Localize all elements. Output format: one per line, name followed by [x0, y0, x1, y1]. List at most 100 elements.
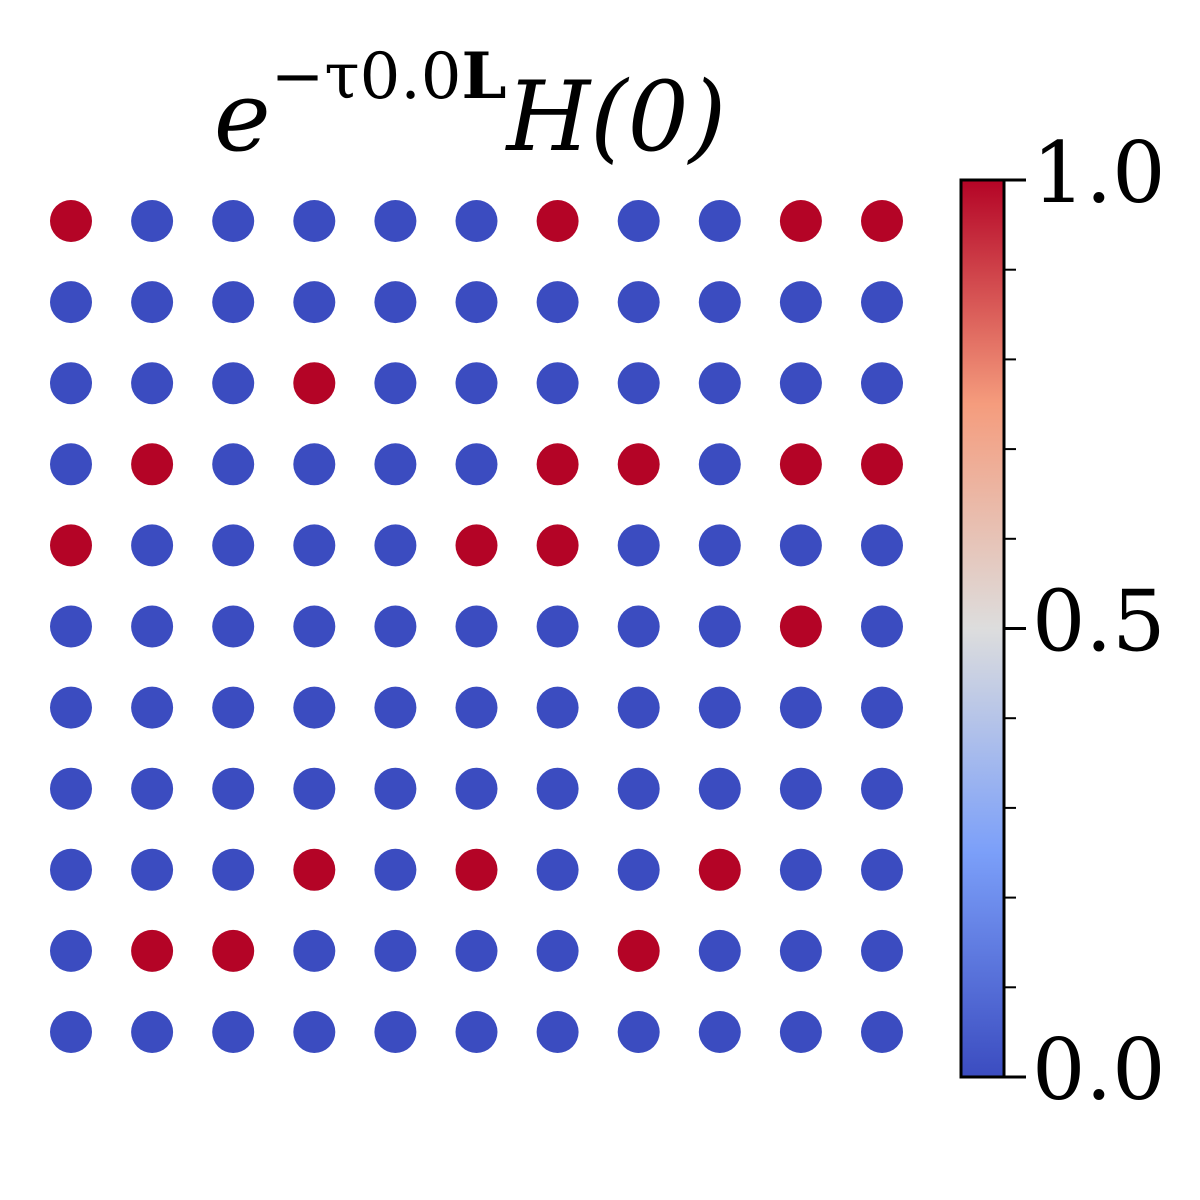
dot	[698, 200, 741, 242]
dot	[131, 281, 174, 324]
dot	[455, 929, 498, 972]
dot	[861, 848, 903, 891]
dot	[50, 929, 92, 972]
dot	[617, 443, 660, 486]
dot	[131, 362, 174, 405]
dot	[536, 443, 579, 486]
dot	[861, 929, 903, 972]
dot	[293, 200, 336, 242]
dot	[536, 929, 579, 972]
dot	[131, 767, 174, 810]
dot	[131, 1011, 174, 1053]
dot	[779, 524, 822, 567]
dot	[536, 524, 579, 567]
dot	[131, 605, 174, 648]
dot	[617, 281, 660, 324]
dot	[131, 443, 174, 486]
dot	[861, 686, 903, 729]
dot	[50, 443, 92, 486]
dot	[861, 281, 903, 324]
dot	[212, 443, 255, 486]
dot	[212, 524, 255, 567]
dot	[50, 605, 92, 648]
dot	[861, 524, 903, 567]
dot	[861, 605, 903, 648]
dot	[374, 686, 417, 729]
dot	[698, 443, 741, 486]
chart-title: e−τ0.0LH(0)	[214, 39, 726, 173]
dot	[50, 767, 92, 810]
dot	[374, 929, 417, 972]
dot	[779, 281, 822, 324]
dot	[293, 605, 336, 648]
dot	[779, 200, 822, 242]
dot	[455, 443, 498, 486]
dot	[212, 200, 255, 242]
dot	[536, 767, 579, 810]
dot	[212, 1011, 255, 1053]
dot	[698, 524, 741, 567]
dot	[779, 929, 822, 972]
dot	[779, 686, 822, 729]
dot	[131, 200, 174, 242]
dot	[536, 686, 579, 729]
dot	[779, 605, 822, 648]
dot	[50, 200, 92, 242]
dot	[293, 443, 336, 486]
dot	[455, 362, 498, 405]
dot	[374, 281, 417, 324]
dot	[212, 767, 255, 810]
dot	[698, 605, 741, 648]
dot	[293, 848, 336, 891]
dot	[50, 686, 92, 729]
dot	[374, 362, 417, 405]
colorbar-tick-label: 0.5	[1032, 573, 1166, 671]
dot	[293, 281, 336, 324]
dot	[455, 605, 498, 648]
dot	[617, 929, 660, 972]
dot	[779, 767, 822, 810]
colorbar-tick-label: 1.0	[1032, 124, 1166, 222]
dot	[536, 362, 579, 405]
dot	[212, 605, 255, 648]
dot	[455, 281, 498, 324]
title-base: e	[214, 61, 271, 173]
dot	[212, 281, 255, 324]
title-exponent-bold: L	[461, 39, 506, 114]
dot	[617, 524, 660, 567]
dot	[536, 281, 579, 324]
dot	[617, 848, 660, 891]
title-rest: H(0)	[504, 61, 726, 173]
dot	[293, 686, 336, 729]
dot	[698, 686, 741, 729]
dot	[861, 443, 903, 486]
dot	[779, 1011, 822, 1053]
dot	[374, 200, 417, 242]
dot	[374, 848, 417, 891]
dot	[536, 200, 579, 242]
dot	[455, 848, 498, 891]
dot	[131, 524, 174, 567]
dot	[293, 362, 336, 405]
dot	[617, 605, 660, 648]
dot	[536, 1011, 579, 1053]
dot	[293, 767, 336, 810]
dot	[293, 1011, 336, 1053]
dot	[455, 1011, 498, 1053]
dot	[293, 524, 336, 567]
dot	[212, 362, 255, 405]
dot	[861, 200, 903, 242]
dot	[374, 605, 417, 648]
dot	[50, 362, 92, 405]
dot	[861, 1011, 903, 1053]
dot	[617, 686, 660, 729]
dot	[617, 200, 660, 242]
dot	[50, 1011, 92, 1053]
dot	[698, 929, 741, 972]
dot	[617, 767, 660, 810]
dot	[50, 524, 92, 567]
dot	[536, 848, 579, 891]
dot	[779, 362, 822, 405]
dot	[50, 281, 92, 324]
